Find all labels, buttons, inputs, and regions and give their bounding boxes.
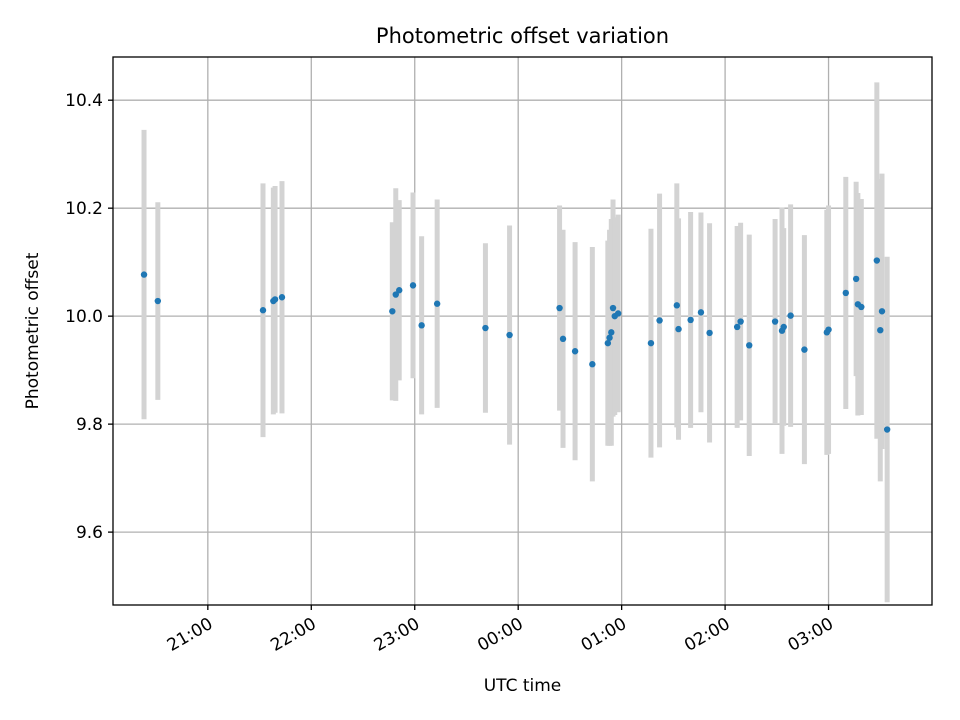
data-point xyxy=(433,300,441,307)
y-axis-label: Photometric offset xyxy=(23,252,43,409)
data-point xyxy=(780,323,787,331)
chart-title: Photometric offset variation xyxy=(376,24,669,48)
y-tick-label: 10.2 xyxy=(65,199,103,219)
data-point xyxy=(409,282,417,289)
data-point xyxy=(746,342,753,349)
data-point xyxy=(873,257,881,264)
data-point xyxy=(556,304,563,312)
data-point xyxy=(278,294,286,301)
x-tick-label: 23:00 xyxy=(371,614,423,656)
data-point xyxy=(697,309,705,316)
x-axis-label: UTC time xyxy=(484,676,562,696)
data-point xyxy=(687,316,694,324)
data-point xyxy=(154,297,162,305)
data-point xyxy=(647,339,655,347)
data-point xyxy=(271,296,279,303)
data-point xyxy=(482,324,489,332)
data-point xyxy=(877,326,884,334)
data-point xyxy=(842,289,849,297)
plot-frame xyxy=(112,56,933,606)
y-tick-label: 10.4 xyxy=(65,91,103,111)
data-point xyxy=(389,308,396,315)
data-point xyxy=(706,329,713,337)
grid xyxy=(113,57,932,605)
data-point xyxy=(825,326,832,333)
data-point xyxy=(673,302,681,309)
data-point xyxy=(140,271,148,278)
data-point xyxy=(771,318,779,325)
data-point xyxy=(609,304,617,312)
data-point xyxy=(737,318,744,325)
x-tick-label: 21:00 xyxy=(164,614,216,656)
data-point xyxy=(418,322,425,329)
data-point xyxy=(604,339,612,347)
data-point xyxy=(852,275,860,283)
data-point xyxy=(801,346,808,353)
data-point xyxy=(589,361,596,368)
data-point xyxy=(614,310,622,317)
x-axis-ticks: 21:00 22:00 23:00 00:00 01:00 02:00 03:00 xyxy=(164,605,837,656)
y-tick-label: 9.8 xyxy=(76,415,103,435)
data-point xyxy=(858,303,865,311)
x-tick-label: 00:00 xyxy=(474,614,526,656)
x-tick-label: 03:00 xyxy=(785,614,837,656)
data-point xyxy=(656,317,663,324)
data-point xyxy=(506,331,513,339)
data-point xyxy=(606,334,613,341)
data-point xyxy=(608,329,615,336)
y-tick-label: 9.6 xyxy=(76,523,103,543)
x-tick-label: 01:00 xyxy=(578,614,630,656)
data-point xyxy=(883,426,891,433)
data-point xyxy=(559,335,567,343)
data-point xyxy=(259,307,267,314)
data-point xyxy=(396,287,403,294)
data-point xyxy=(733,323,741,331)
y-tick-label: 10.0 xyxy=(65,307,103,327)
y-axis-ticks: 9.6 9.8 10.0 10.2 10.4 xyxy=(65,91,113,543)
data-point xyxy=(571,348,579,355)
data-points xyxy=(140,257,891,433)
data-point xyxy=(878,308,886,315)
data-point xyxy=(675,325,682,333)
data-point xyxy=(787,312,794,319)
data-point xyxy=(392,291,399,298)
x-tick-label: 22:00 xyxy=(267,614,319,656)
x-tick-label: 02:00 xyxy=(681,614,733,656)
error-bars xyxy=(141,82,890,603)
